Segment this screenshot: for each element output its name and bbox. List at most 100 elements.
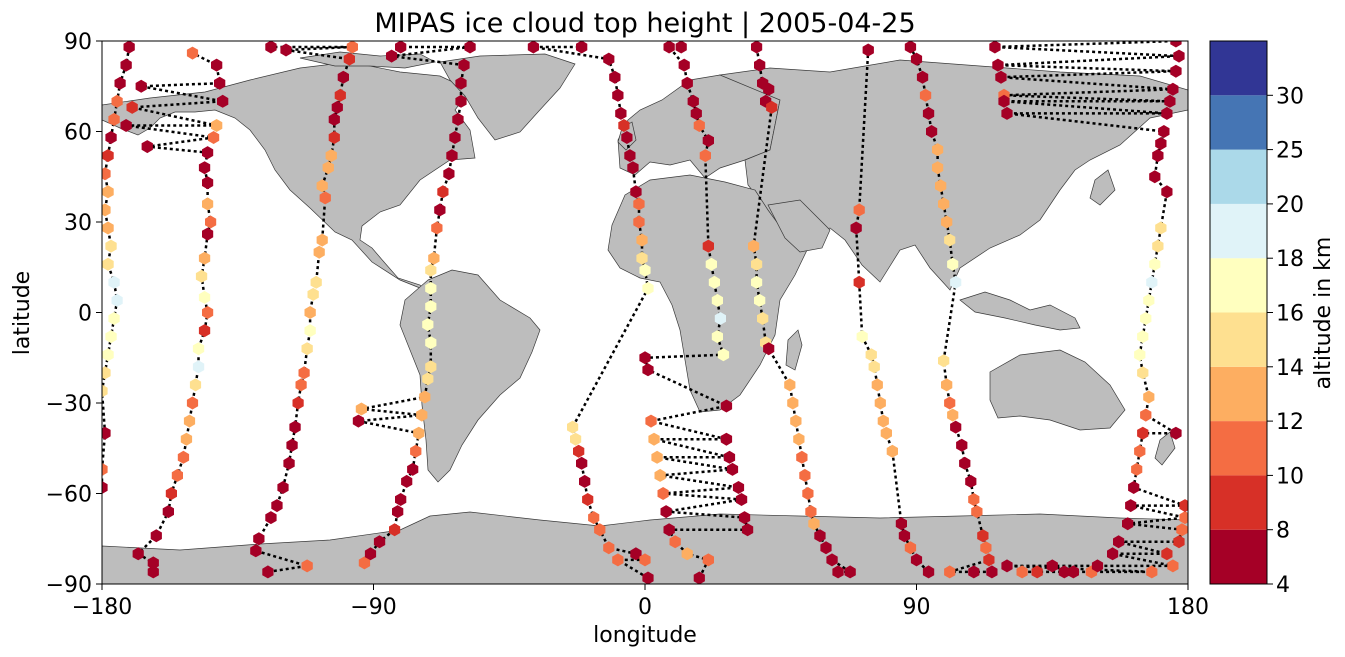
cloud-top-point [195, 269, 208, 283]
y-tick-label: −30 [46, 392, 92, 417]
cloud-top-point [271, 499, 283, 513]
cloud-top-point [932, 161, 944, 175]
cloud-top-point [1164, 94, 1176, 108]
cloud-top-point [431, 221, 443, 235]
cloud-top-point [741, 523, 754, 537]
cloud-top-point [102, 462, 108, 476]
cloud-top-point [1143, 390, 1155, 404]
cloud-top-point [1179, 499, 1188, 513]
cloud-top-point [693, 571, 705, 584]
cloud-top-point [434, 203, 446, 217]
cloud-top-point [968, 565, 980, 579]
cloud-top-point [325, 149, 337, 163]
cloud-top-point [217, 94, 229, 108]
cloud-top-point [904, 41, 917, 54]
cloud-top-point [1161, 547, 1173, 561]
cloud-top-point [165, 487, 177, 500]
cloud-top-point [705, 257, 717, 271]
cloud-top-point [313, 245, 325, 259]
y-tick-label: 30 [64, 211, 92, 236]
cloud-top-point [922, 565, 935, 579]
colorbar-tick-label: 4 [1276, 573, 1290, 598]
cloud-top-point [102, 185, 114, 199]
cloud-top-point [214, 76, 226, 90]
cloud-top-point [277, 481, 289, 494]
colorbar-tick-label: 10 [1276, 464, 1304, 489]
cloud-top-point [198, 324, 211, 338]
cloud-top-point [177, 450, 190, 464]
cloud-top-point [319, 191, 331, 205]
colorbar-segment [1210, 421, 1267, 476]
cloud-top-point [1140, 408, 1152, 422]
cloud-top-point [720, 432, 733, 446]
cloud-top-point [253, 532, 265, 546]
cloud-top-point [373, 535, 386, 549]
cloud-top-point [763, 342, 775, 356]
cloud-top-point [636, 251, 648, 265]
cloud-top-point [346, 41, 358, 54]
colorbar-segment [1210, 475, 1267, 530]
colorbar-segment [1210, 312, 1267, 367]
cloud-top-point [919, 88, 932, 102]
cloud-top-point [639, 553, 651, 567]
cloud-top-point [871, 378, 883, 392]
cloud-top-point [735, 493, 748, 506]
cloud-top-point [998, 94, 1010, 108]
cloud-top-point [1137, 426, 1149, 440]
y-tick-label: −60 [46, 483, 92, 508]
cloud-top-point [102, 366, 111, 380]
cloud-top-point [1173, 535, 1185, 549]
cloud-top-point [180, 432, 193, 446]
cloud-top-point [401, 474, 413, 488]
cloud-top-point [732, 481, 745, 494]
cloud-top-point [790, 414, 802, 428]
cloud-top-point [726, 462, 739, 476]
cloud-top-point [202, 227, 214, 241]
land-southeast-asia-islands [959, 291, 1081, 331]
y-tick-label: −90 [46, 573, 92, 598]
cloud-top-point [1137, 330, 1149, 344]
cloud-top-point [295, 378, 307, 392]
cloud-top-point [120, 58, 132, 72]
cloud-top-point [947, 408, 959, 422]
cloud-top-point [162, 505, 174, 519]
cloud-top-point [1122, 517, 1134, 531]
cloud-top-point [633, 215, 645, 229]
cloud-top-point [576, 41, 588, 54]
cloud-top-point [422, 372, 434, 386]
cloud-top-point [1001, 559, 1013, 573]
cloud-top-point [1167, 82, 1179, 96]
cloud-top-point [419, 390, 431, 404]
cloud-top-point [141, 140, 153, 154]
cloud-top-point [693, 119, 705, 132]
x-tick-label: 0 [638, 595, 652, 620]
cloud-top-point [654, 468, 666, 482]
cloud-top-point [612, 553, 624, 567]
y-axis-ticks: −90 −60 −30 0 30 60 90 [46, 30, 102, 598]
cloud-top-point [868, 360, 880, 374]
cloud-top-point [633, 197, 645, 211]
cloud-top-point [624, 149, 636, 163]
map-plot-area [102, 41, 1188, 584]
cloud-top-point [283, 456, 295, 470]
cloud-top-point [202, 176, 214, 190]
cloud-top-point [681, 547, 693, 561]
cloud-top-point [1161, 106, 1173, 120]
cloud-top-point [211, 119, 223, 132]
cloud-top-point [874, 396, 886, 410]
cloud-top-point [352, 414, 364, 428]
cloud-top-point [663, 41, 675, 54]
cloud-top-point [1131, 462, 1143, 476]
cloud-top-point [642, 281, 654, 295]
chart-title: MIPAS ice cloud top height | 2005-04-25 [374, 8, 915, 39]
cloud-top-point [286, 438, 298, 452]
orbit-track [102, 46, 131, 488]
cloud-top-point [639, 351, 651, 365]
cloud-top-point [183, 414, 196, 428]
cloud-top-point [102, 426, 111, 440]
cloud-top-point [609, 70, 621, 84]
cloud-top-point [1016, 565, 1028, 579]
cloud-top-point [280, 43, 292, 57]
cloud-top-point [582, 493, 594, 506]
cloud-top-point [651, 450, 663, 464]
